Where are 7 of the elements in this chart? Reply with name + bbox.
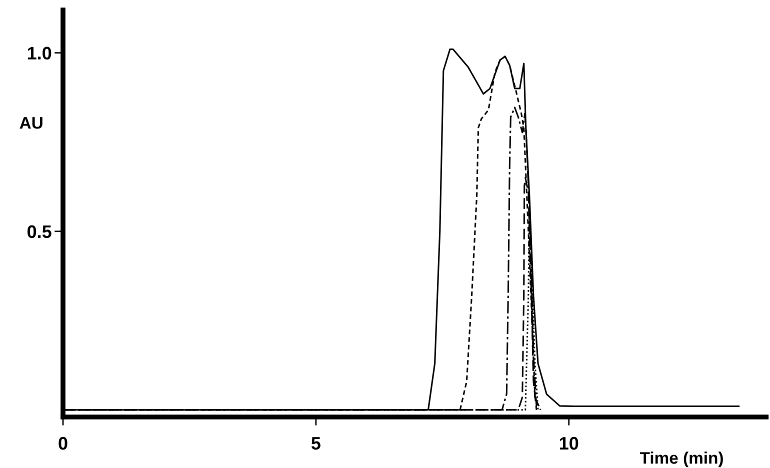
x-tick-label: 5: [311, 437, 320, 450]
x-axis-title: Time (min): [640, 452, 723, 468]
y-tick-label: 1.0: [28, 46, 52, 60]
y-axis-title: AU: [20, 117, 42, 129]
y-tick-label: 0.5: [28, 225, 52, 238]
x-tick-label: 10: [560, 436, 578, 450]
x-tick-label: 0: [58, 436, 68, 450]
